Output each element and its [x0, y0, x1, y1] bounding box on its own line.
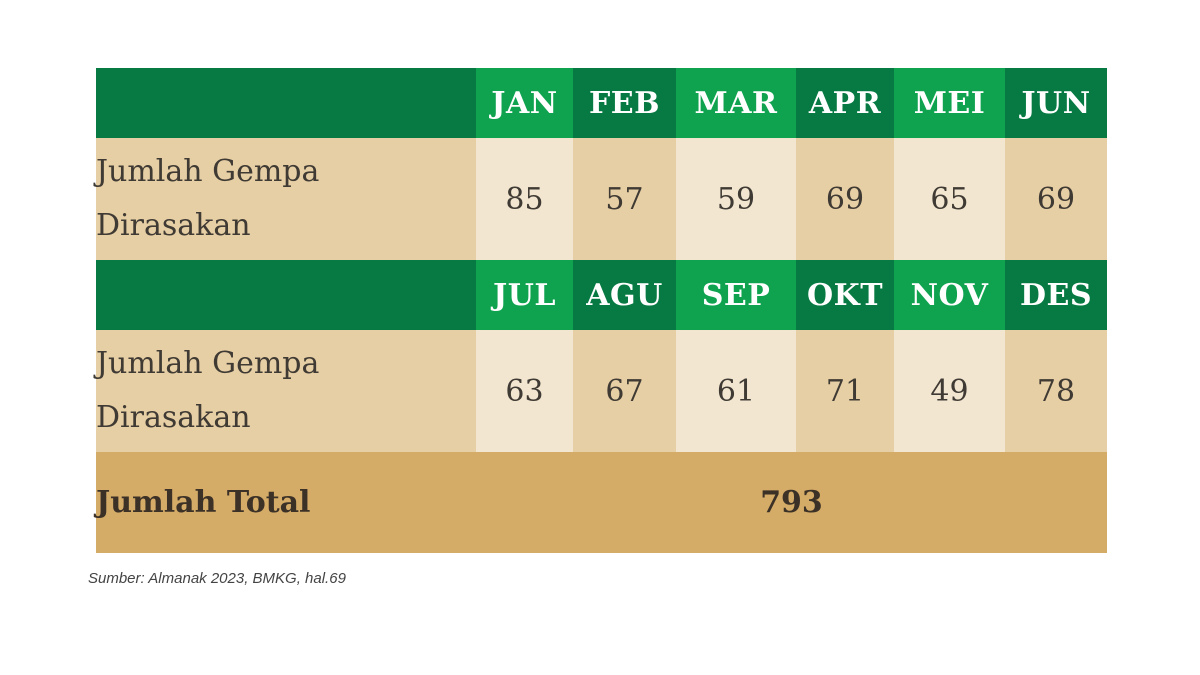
month-header-sep: SEP [676, 260, 796, 330]
month-header-mei: MEI [894, 68, 1005, 138]
value-cell-sep: 61 [676, 330, 796, 452]
month-header-agu: AGU [573, 260, 676, 330]
value-cell-feb: 57 [573, 138, 676, 260]
value-cell-mei: 65 [894, 138, 1005, 260]
source-note: Sumber: Almanak 2023, BMKG, hal.69 [88, 570, 346, 587]
value-cell-jul: 63 [476, 330, 573, 452]
value-cell-nov: 49 [894, 330, 1005, 452]
earthquake-table: JAN FEB MAR APR MEI JUN Jumlah Gempa Dirasakan 8… [96, 68, 1107, 553]
month-header-nov: NOV [894, 260, 1005, 330]
row-label: Jumlah Gempa Dirasakan [96, 330, 476, 452]
row-label-line: Jumlah Gempa [96, 154, 320, 189]
month-header-feb: FEB [573, 68, 676, 138]
value-row: Jumlah Gempa Dirasakan 85 57 59 69 65 69 [96, 138, 1107, 260]
value-cell-jan: 85 [476, 138, 573, 260]
value-cell-jun: 69 [1005, 138, 1107, 260]
value-cell-des: 78 [1005, 330, 1107, 452]
value-cell-okt: 71 [796, 330, 894, 452]
value-cell-mar: 59 [676, 138, 796, 260]
value-cell-apr: 69 [796, 138, 894, 260]
month-header-jan: JAN [476, 68, 573, 138]
month-header-mar: MAR [676, 68, 796, 138]
header-blank-cell [96, 68, 476, 138]
month-header-des: DES [1005, 260, 1107, 330]
month-header-jul: JUL [476, 260, 573, 330]
header-row: JUL AGU SEP OKT NOV DES [96, 260, 1107, 330]
header-blank-cell [96, 260, 476, 330]
month-header-jun: JUN [1005, 68, 1107, 138]
header-row: JAN FEB MAR APR MEI JUN [96, 68, 1107, 138]
row-label: Jumlah Gempa Dirasakan [96, 138, 476, 260]
row-label-line: Dirasakan [96, 400, 251, 435]
month-header-apr: APR [796, 68, 894, 138]
value-cell-agu: 67 [573, 330, 676, 452]
total-value: 793 [476, 452, 1107, 553]
total-row: Jumlah Total 793 [96, 452, 1107, 553]
row-label-line: Dirasakan [96, 208, 251, 243]
value-row: Jumlah Gempa Dirasakan 63 67 61 71 49 78 [96, 330, 1107, 452]
month-header-okt: OKT [796, 260, 894, 330]
total-label: Jumlah Total [96, 452, 476, 553]
row-label-line: Jumlah Gempa [96, 346, 320, 381]
